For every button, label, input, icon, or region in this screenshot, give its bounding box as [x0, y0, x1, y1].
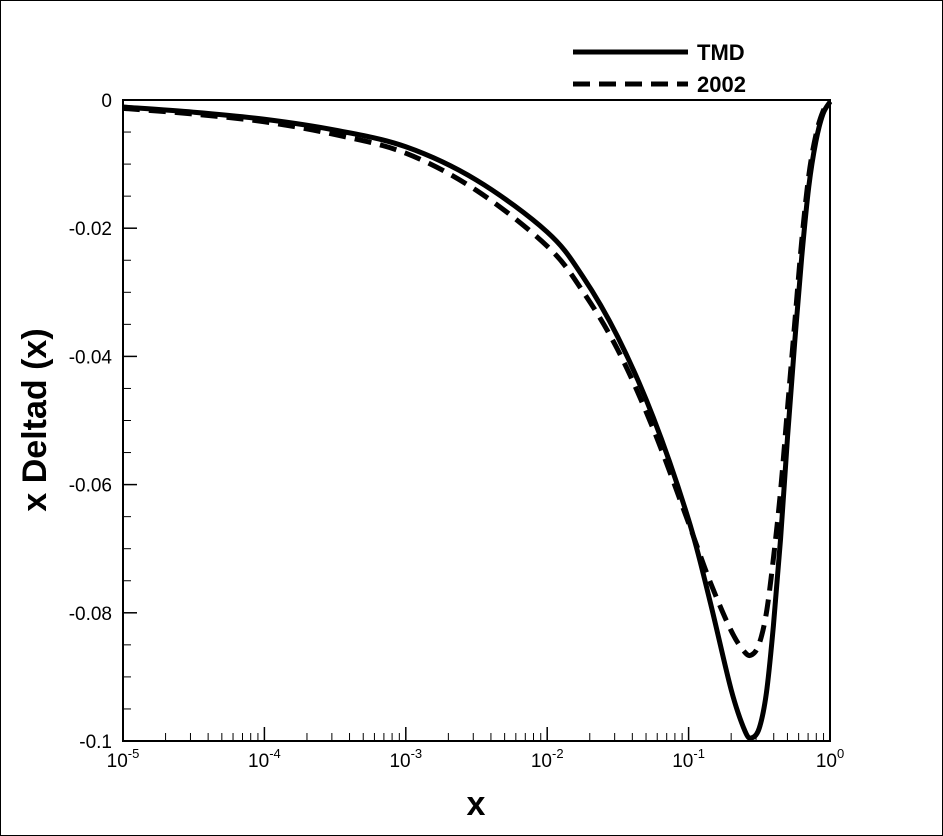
series-lines: [122, 99, 833, 741]
x-tick-label: 10-5: [107, 746, 140, 772]
legend: TMD 2002: [573, 40, 746, 97]
x-tick-label: 10-1: [672, 746, 705, 772]
x-tick-label: 10-3: [389, 746, 422, 772]
y-tick-label: -0.1: [79, 732, 112, 753]
x-tick-label: 10-4: [248, 746, 281, 772]
y-tick-label: 0: [101, 91, 112, 112]
x-axis: 10-5 10-4 10-3 10-2 10-1 100: [107, 727, 844, 772]
x-axis-title: x: [467, 785, 486, 823]
x-tick-label: 100: [816, 746, 844, 772]
y-axis: 0 -0.02 -0.04 -0.06 -0.08 -0.1: [69, 91, 137, 753]
y-axis-title: x Deltad (x): [16, 328, 54, 511]
y-tick-label: -0.08: [69, 604, 112, 625]
plot-area-border: [122, 99, 831, 742]
legend-label-2002: 2002: [697, 72, 746, 97]
legend-label-tmd: TMD: [697, 40, 745, 65]
y-tick-label: -0.02: [69, 219, 112, 240]
x-tick-label: 10-2: [531, 746, 564, 772]
y-tick-label: -0.06: [69, 476, 112, 497]
series-line-2002: [122, 99, 833, 659]
series-line-tmd: [122, 100, 833, 741]
y-tick-label: -0.04: [69, 347, 113, 368]
